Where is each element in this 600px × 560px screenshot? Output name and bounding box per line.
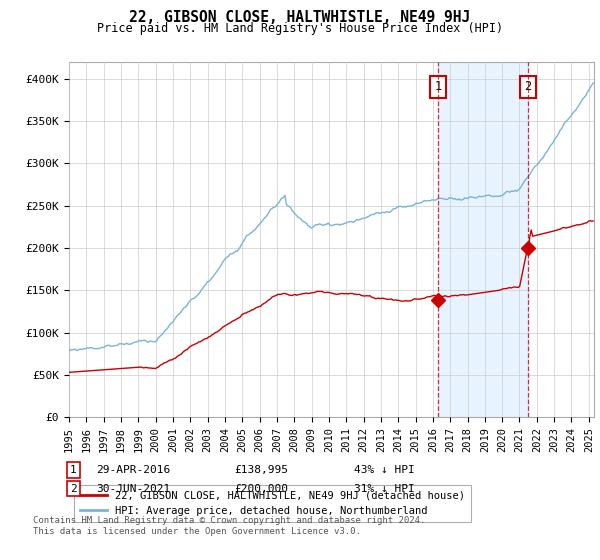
Text: 30-JUN-2021: 30-JUN-2021 [96,484,170,494]
Text: 29-APR-2016: 29-APR-2016 [96,465,170,475]
Text: 2: 2 [70,484,77,494]
Text: Contains HM Land Registry data © Crown copyright and database right 2024.
This d: Contains HM Land Registry data © Crown c… [33,516,425,536]
Text: 1: 1 [70,465,77,475]
Bar [438,62,528,417]
Text: £138,995: £138,995 [234,465,288,475]
Text: 43% ↓ HPI: 43% ↓ HPI [354,465,415,475]
Text: 22, GIBSON CLOSE, HALTWHISTLE, NE49 9HJ: 22, GIBSON CLOSE, HALTWHISTLE, NE49 9HJ [130,10,470,25]
Text: £200,000: £200,000 [234,484,288,494]
Text: 31% ↓ HPI: 31% ↓ HPI [354,484,415,494]
Text: 1: 1 [434,81,442,94]
Text: 2: 2 [524,81,532,94]
Text: Price paid vs. HM Land Registry's House Price Index (HPI): Price paid vs. HM Land Registry's House … [97,22,503,35]
Legend: 22, GIBSON CLOSE, HALTWHISTLE, NE49 9HJ (detached house), HPI: Average price, de: 22, GIBSON CLOSE, HALTWHISTLE, NE49 9HJ … [74,484,471,522]
